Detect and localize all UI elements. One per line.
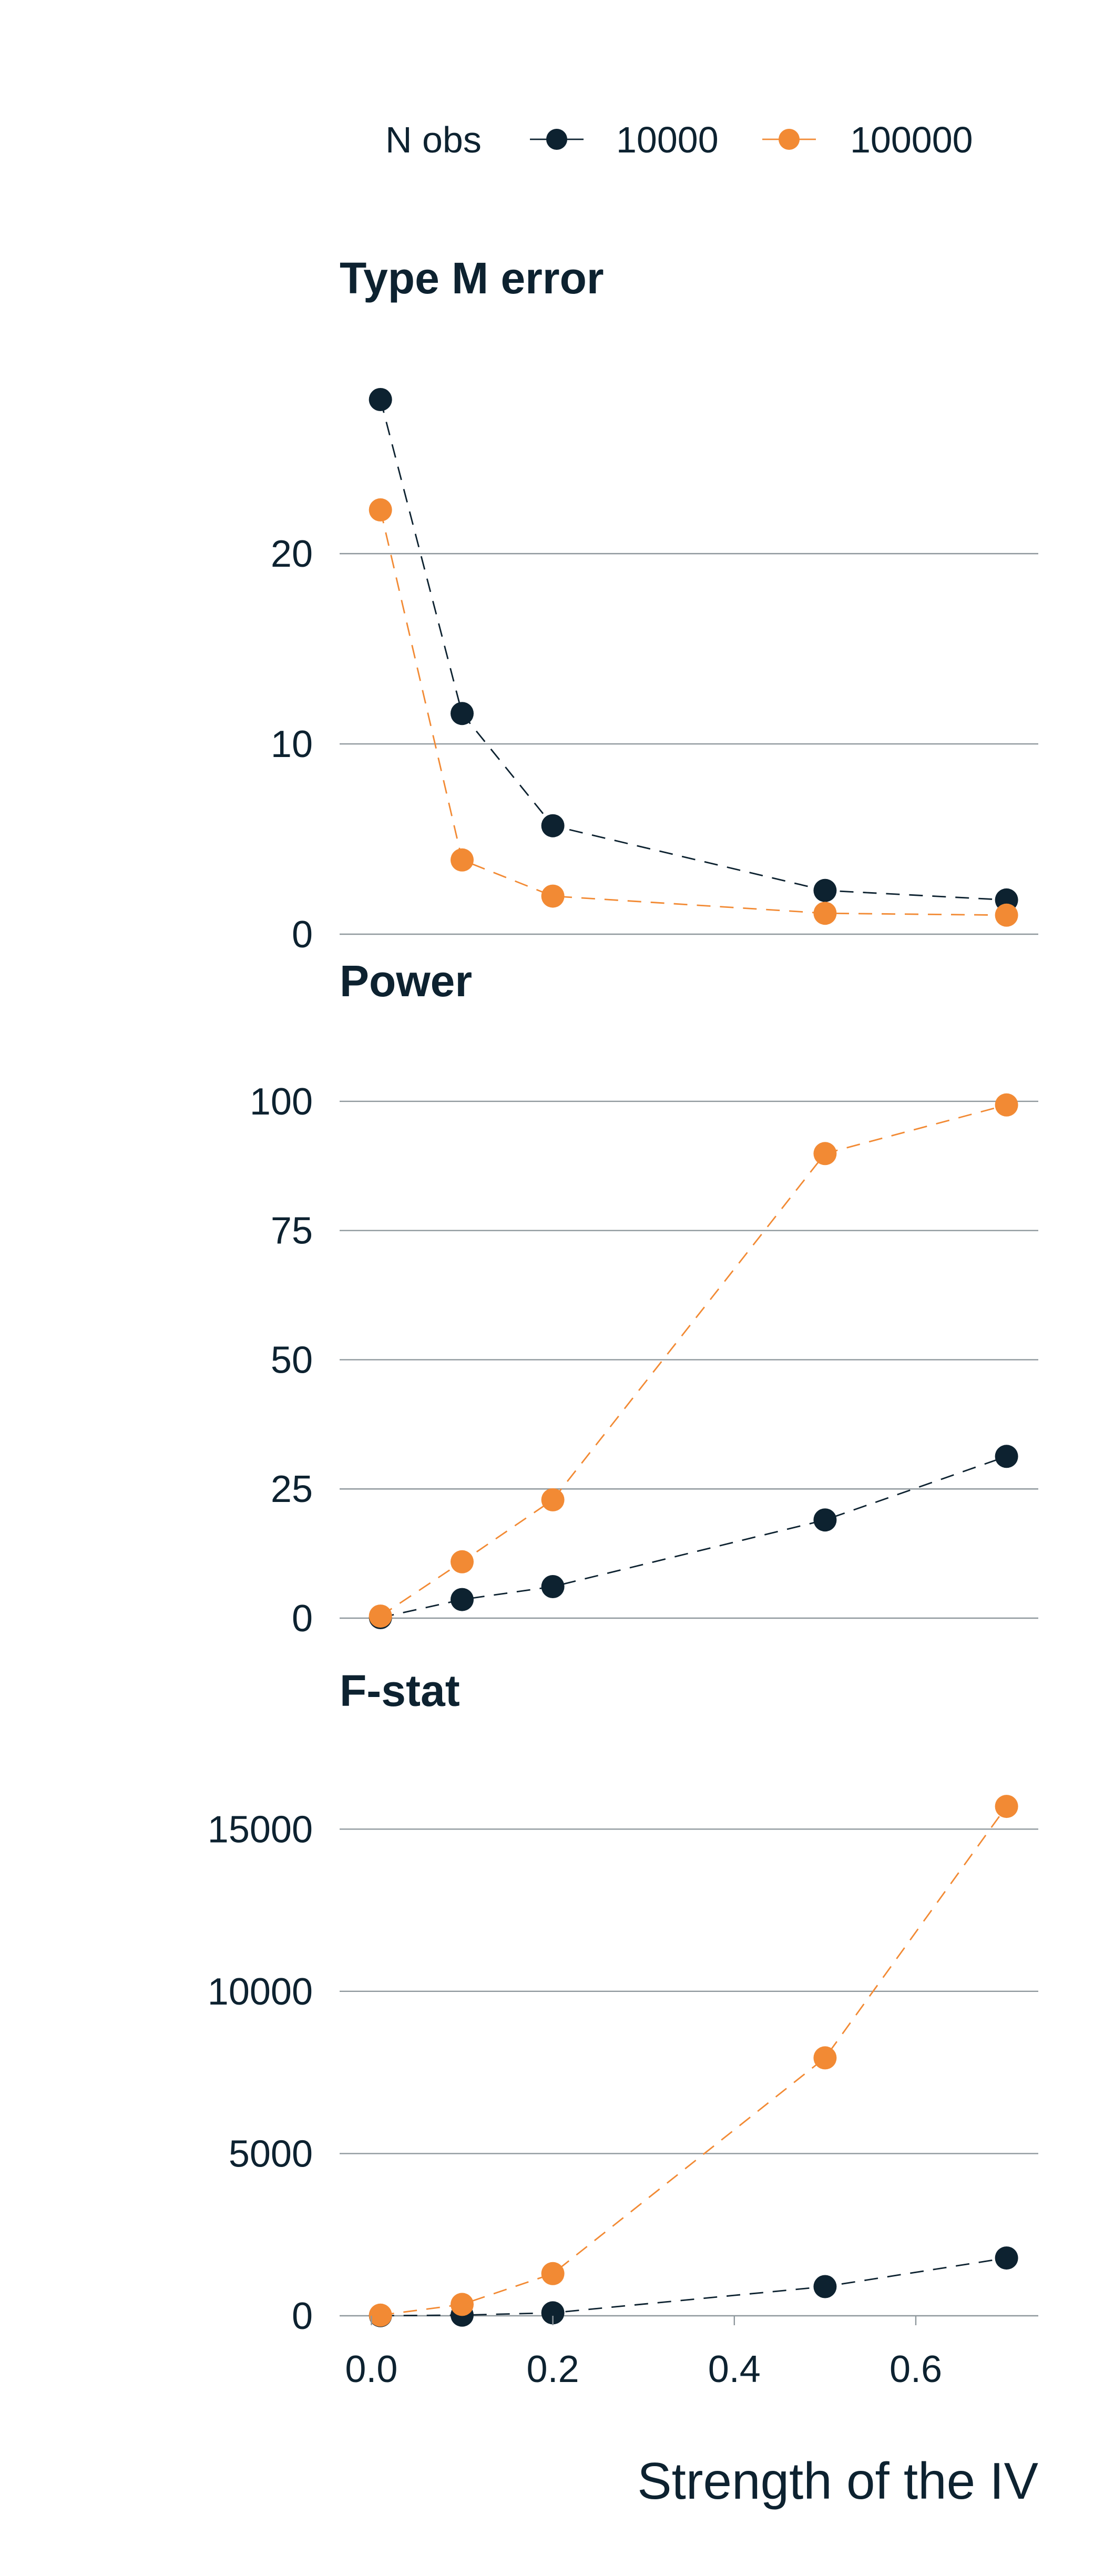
panel-f-stat: F-stat 0 5000 10000 15000 <box>208 1666 1038 2337</box>
panel-power: Power 0 25 50 75 100 <box>250 956 1038 1640</box>
y-tick-label: 10000 <box>208 1971 313 2013</box>
legend: N obs 10000 100000 <box>385 119 973 160</box>
x-tick-label: 0.4 <box>708 2348 761 2390</box>
data-point-10000-3 <box>813 2275 837 2298</box>
x-axis-title: Strength of the IV <box>637 2452 1038 2510</box>
panel-title: Type M error <box>340 253 604 303</box>
legend-label-10000: 10000 <box>616 119 719 160</box>
data-point-100000-2 <box>541 884 565 908</box>
legend-key-10000 <box>530 129 584 150</box>
y-tick-label: 25 <box>271 1468 313 1510</box>
data-point-100000-3 <box>813 1142 837 1166</box>
series-line-100000 <box>380 1806 1007 2316</box>
y-tick-label: 0 <box>292 2295 313 2337</box>
data-point-100000-3 <box>813 902 837 925</box>
legend-label-100000: 100000 <box>850 119 973 160</box>
y-tick-label: 50 <box>271 1339 313 1381</box>
data-point-100000-0 <box>369 2303 392 2327</box>
data-point-100000-1 <box>451 848 474 872</box>
legend-key-dot <box>779 129 800 150</box>
y-tick-label: 20 <box>271 533 313 575</box>
data-point-10000-2 <box>541 814 565 837</box>
data-point-10000-4 <box>995 2246 1018 2270</box>
legend-key-dot <box>546 129 567 150</box>
x-tick-label: 0.6 <box>890 2348 942 2390</box>
data-point-10000-2 <box>541 1575 565 1598</box>
data-point-10000-4 <box>995 1445 1018 1468</box>
data-point-10000-3 <box>813 1508 837 1532</box>
y-tick-label: 5000 <box>229 2133 313 2175</box>
plot-panels: Type M error 0 10 20 Power 0 25 50 75 100 F-stat 0 5… <box>208 253 1038 2337</box>
legend-key-100000 <box>762 129 816 150</box>
data-point-100000-1 <box>451 1550 474 1573</box>
x-axis: 0.0 0.2 0.4 0.6 Strength of the IV <box>345 2316 1038 2510</box>
y-tick-label: 0 <box>292 1598 313 1640</box>
y-tick-label: 75 <box>271 1210 313 1252</box>
y-tick-label: 10 <box>271 723 313 765</box>
y-tick-label: 15000 <box>208 1808 313 1851</box>
data-point-100000-4 <box>995 1795 1018 1818</box>
data-point-100000-3 <box>813 2046 837 2070</box>
x-tick-label: 0.2 <box>527 2348 579 2390</box>
data-point-100000-1 <box>451 2293 474 2316</box>
panel-type-m-error: Type M error 0 10 20 <box>271 253 1038 956</box>
data-point-100000-2 <box>541 2262 565 2285</box>
data-point-100000-4 <box>995 1093 1018 1117</box>
data-point-10000-0 <box>369 388 392 411</box>
data-point-10000-3 <box>813 878 837 902</box>
y-tick-label: 0 <box>292 914 313 956</box>
series-line-100000 <box>380 509 1007 916</box>
x-tick-label: 0.0 <box>345 2348 397 2390</box>
legend-title: N obs <box>385 119 482 160</box>
panel-title: Power <box>340 956 472 1006</box>
data-point-100000-4 <box>995 903 1018 927</box>
data-point-10000-1 <box>451 702 474 725</box>
y-tick-label: 100 <box>250 1081 313 1123</box>
data-point-100000-2 <box>541 1488 565 1511</box>
data-point-100000-0 <box>369 498 392 522</box>
data-point-100000-0 <box>369 1604 392 1628</box>
data-point-10000-1 <box>451 1588 474 1611</box>
panel-title: F-stat <box>340 1666 460 1715</box>
data-point-10000-2 <box>541 2301 565 2325</box>
